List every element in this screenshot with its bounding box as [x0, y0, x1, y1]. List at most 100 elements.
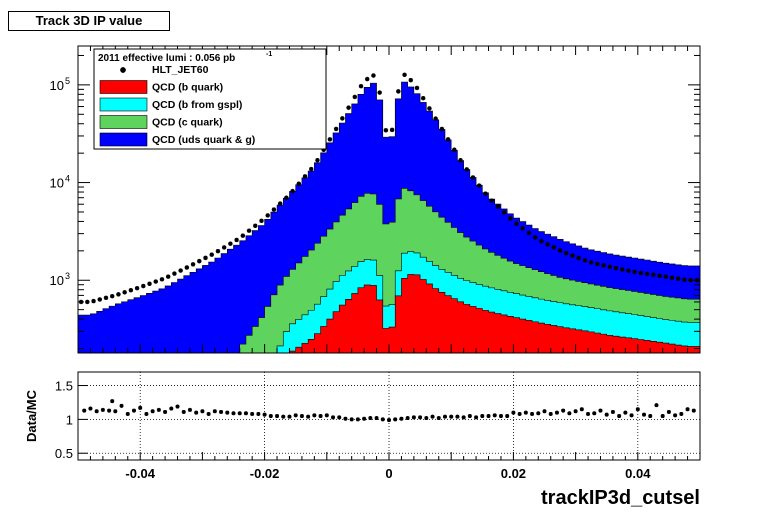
data-point — [638, 270, 644, 276]
legend-swatch — [99, 97, 148, 112]
ratio-point — [156, 407, 161, 412]
ratio-point — [498, 414, 503, 418]
data-point — [564, 250, 569, 256]
data-point — [545, 242, 550, 247]
ratio-point — [586, 411, 591, 416]
data-point — [526, 230, 532, 236]
ratio-point — [355, 417, 360, 422]
data-point — [184, 265, 190, 270]
data-point — [464, 167, 469, 172]
data-point — [128, 288, 134, 293]
ratio-point — [107, 408, 112, 413]
data-point — [626, 268, 631, 273]
ratio-point — [660, 414, 665, 418]
data-point — [445, 137, 451, 142]
y-tick-label-exponent: 4 — [65, 174, 70, 184]
data-point — [576, 255, 581, 261]
data-point — [215, 248, 221, 254]
ratio-point — [88, 406, 93, 411]
data-point — [178, 268, 183, 273]
ratio-point — [94, 409, 99, 414]
ratio-point — [138, 405, 143, 410]
ratio-point — [467, 414, 472, 418]
ratio-point — [461, 415, 466, 420]
data-point — [495, 204, 501, 209]
x-tick-label: -0.02 — [250, 466, 280, 481]
data-point — [203, 255, 208, 261]
legend-header: 2011 effective lumi : 0.056 pb — [98, 53, 235, 64]
ratio-point — [380, 417, 385, 422]
ratio-point — [642, 412, 647, 417]
data-point — [340, 116, 345, 121]
data-point — [352, 94, 357, 100]
ratio-point — [393, 417, 398, 422]
data-point — [601, 263, 606, 268]
data-point — [458, 157, 463, 163]
data-point — [309, 166, 314, 172]
data-point — [103, 295, 109, 301]
ratio-point — [374, 416, 379, 421]
data-point — [663, 274, 668, 279]
ratio-point — [673, 413, 678, 418]
ratio-point — [312, 413, 317, 418]
ratio-point — [206, 411, 211, 416]
x-tick-label: -0.04 — [125, 466, 155, 481]
data-point — [284, 195, 289, 200]
data-point — [346, 105, 351, 110]
y-tick-label: 10 — [50, 78, 64, 93]
data-point — [644, 271, 650, 277]
ratio-point — [517, 411, 522, 416]
data-point — [91, 298, 96, 304]
ratio-point — [436, 416, 441, 421]
ratio-point — [548, 411, 553, 416]
data-point — [439, 126, 445, 132]
data-point — [452, 147, 457, 152]
ratio-point — [387, 418, 391, 423]
ratio-point — [474, 415, 479, 420]
y-tick-label: 10 — [50, 273, 64, 288]
legend-label: QCD (b quark) — [152, 82, 223, 94]
ratio-point — [299, 414, 304, 418]
data-point — [414, 85, 420, 91]
y-tick-label-exponent: 3 — [65, 271, 70, 281]
ratio-point — [82, 408, 87, 413]
x-axis-title: trackIP3d_cutsel — [541, 487, 700, 509]
data-point — [265, 213, 270, 218]
ratio-point — [592, 411, 597, 416]
ratio-point — [150, 409, 155, 414]
ratio-y-tick-label: 1.5 — [55, 379, 73, 394]
data-point — [620, 267, 625, 272]
ratio-point — [561, 408, 566, 413]
data-point — [228, 241, 233, 246]
ratio-point — [430, 414, 435, 419]
ratio-point — [219, 409, 224, 414]
data-point — [632, 269, 637, 275]
data-point — [277, 201, 283, 206]
data-point — [383, 128, 389, 133]
ratio-point — [573, 409, 578, 414]
ratio-point — [125, 411, 130, 416]
data-point — [595, 261, 600, 267]
ratio-point — [287, 414, 292, 419]
ratio-point — [181, 409, 186, 414]
ratio-point — [275, 414, 280, 418]
legend-marker — [120, 67, 126, 73]
ratio-point — [424, 416, 429, 421]
ratio-y-tick-label: 0.5 — [55, 446, 73, 461]
ratio-point — [418, 415, 423, 420]
ratio-point — [343, 416, 348, 421]
data-point — [396, 89, 401, 94]
ratio-point — [617, 414, 622, 418]
data-point — [153, 279, 158, 284]
ratio-point — [194, 410, 199, 415]
data-point — [358, 83, 364, 89]
data-point — [110, 293, 115, 299]
y-tick-label: 10 — [50, 176, 64, 191]
ratio-point — [175, 404, 180, 409]
data-point — [259, 218, 264, 224]
x-tick-label: 0.04 — [625, 466, 651, 481]
ratio-point — [542, 409, 547, 414]
ratio-point — [110, 399, 115, 404]
data-point — [290, 188, 295, 194]
